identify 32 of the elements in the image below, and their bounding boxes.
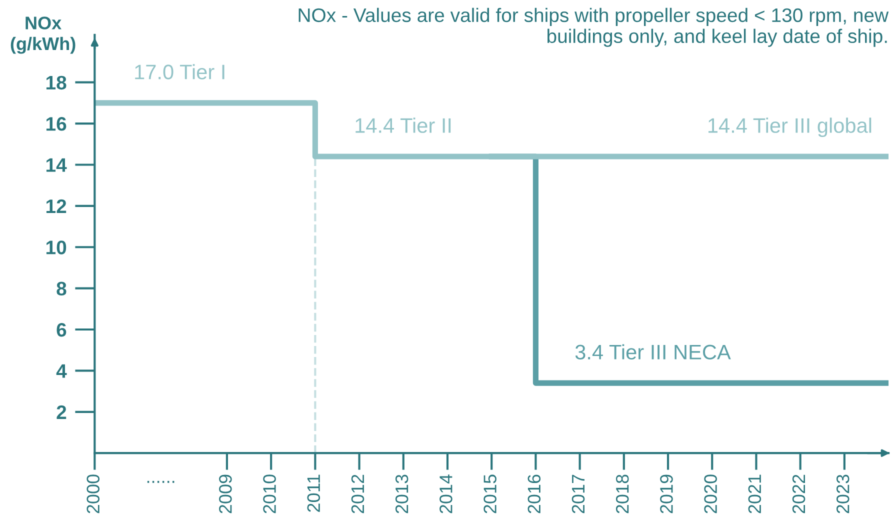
annotation: 14.4 Tier II: [356, 118, 451, 133]
annotation: 14.4 Tier III global: [708, 118, 872, 138]
x-tick-label: 2018: [616, 474, 629, 514]
annotation: 3.4 Tier III NECA: [575, 344, 731, 360]
x-tick-label: 2013: [395, 474, 408, 514]
y-tick-label: 6: [56, 322, 66, 337]
chart-title: NOx - Values are valid for ships with propeller speed < 130 rpm, new buildings only, and keel lay date of ship.: [298, 8, 889, 47]
x-tick-label: 2000: [86, 474, 100, 514]
x-tick-label: 2019: [660, 474, 673, 514]
x-tick-label: 2010: [263, 474, 276, 514]
text: ......: [147, 480, 174, 483]
y-tick-label: 2: [56, 405, 66, 419]
x-tick-label: 2021: [748, 474, 762, 514]
x-tick-label: 2009: [219, 474, 232, 514]
x-tick-label: 2014: [440, 474, 452, 514]
y-tick-label: 12: [46, 199, 66, 213]
x-tick-label: 2012: [351, 474, 364, 514]
x-tick-label: 2011: [307, 474, 320, 512]
y-tick-label: 4: [56, 364, 67, 378]
x-tick-label: 2017: [572, 474, 585, 514]
y-tick-label: 10: [46, 240, 66, 254]
x-tick-label: 2022: [792, 474, 806, 514]
x-tick-label: 2016: [528, 474, 541, 514]
x-tick-label: 2015: [484, 474, 496, 514]
y-axis-title: NOx (g/kWh): [10, 16, 76, 54]
annotation: 17.0 Tier I: [135, 64, 224, 80]
y-tick-label: 8: [56, 282, 66, 296]
y-tick-label: 14: [46, 158, 67, 172]
y-tick-label: 18: [46, 76, 66, 90]
x-tick-label: 2023: [836, 474, 850, 514]
x-tick-label: 2020: [704, 474, 717, 514]
y-tick-label: 16: [46, 117, 66, 131]
